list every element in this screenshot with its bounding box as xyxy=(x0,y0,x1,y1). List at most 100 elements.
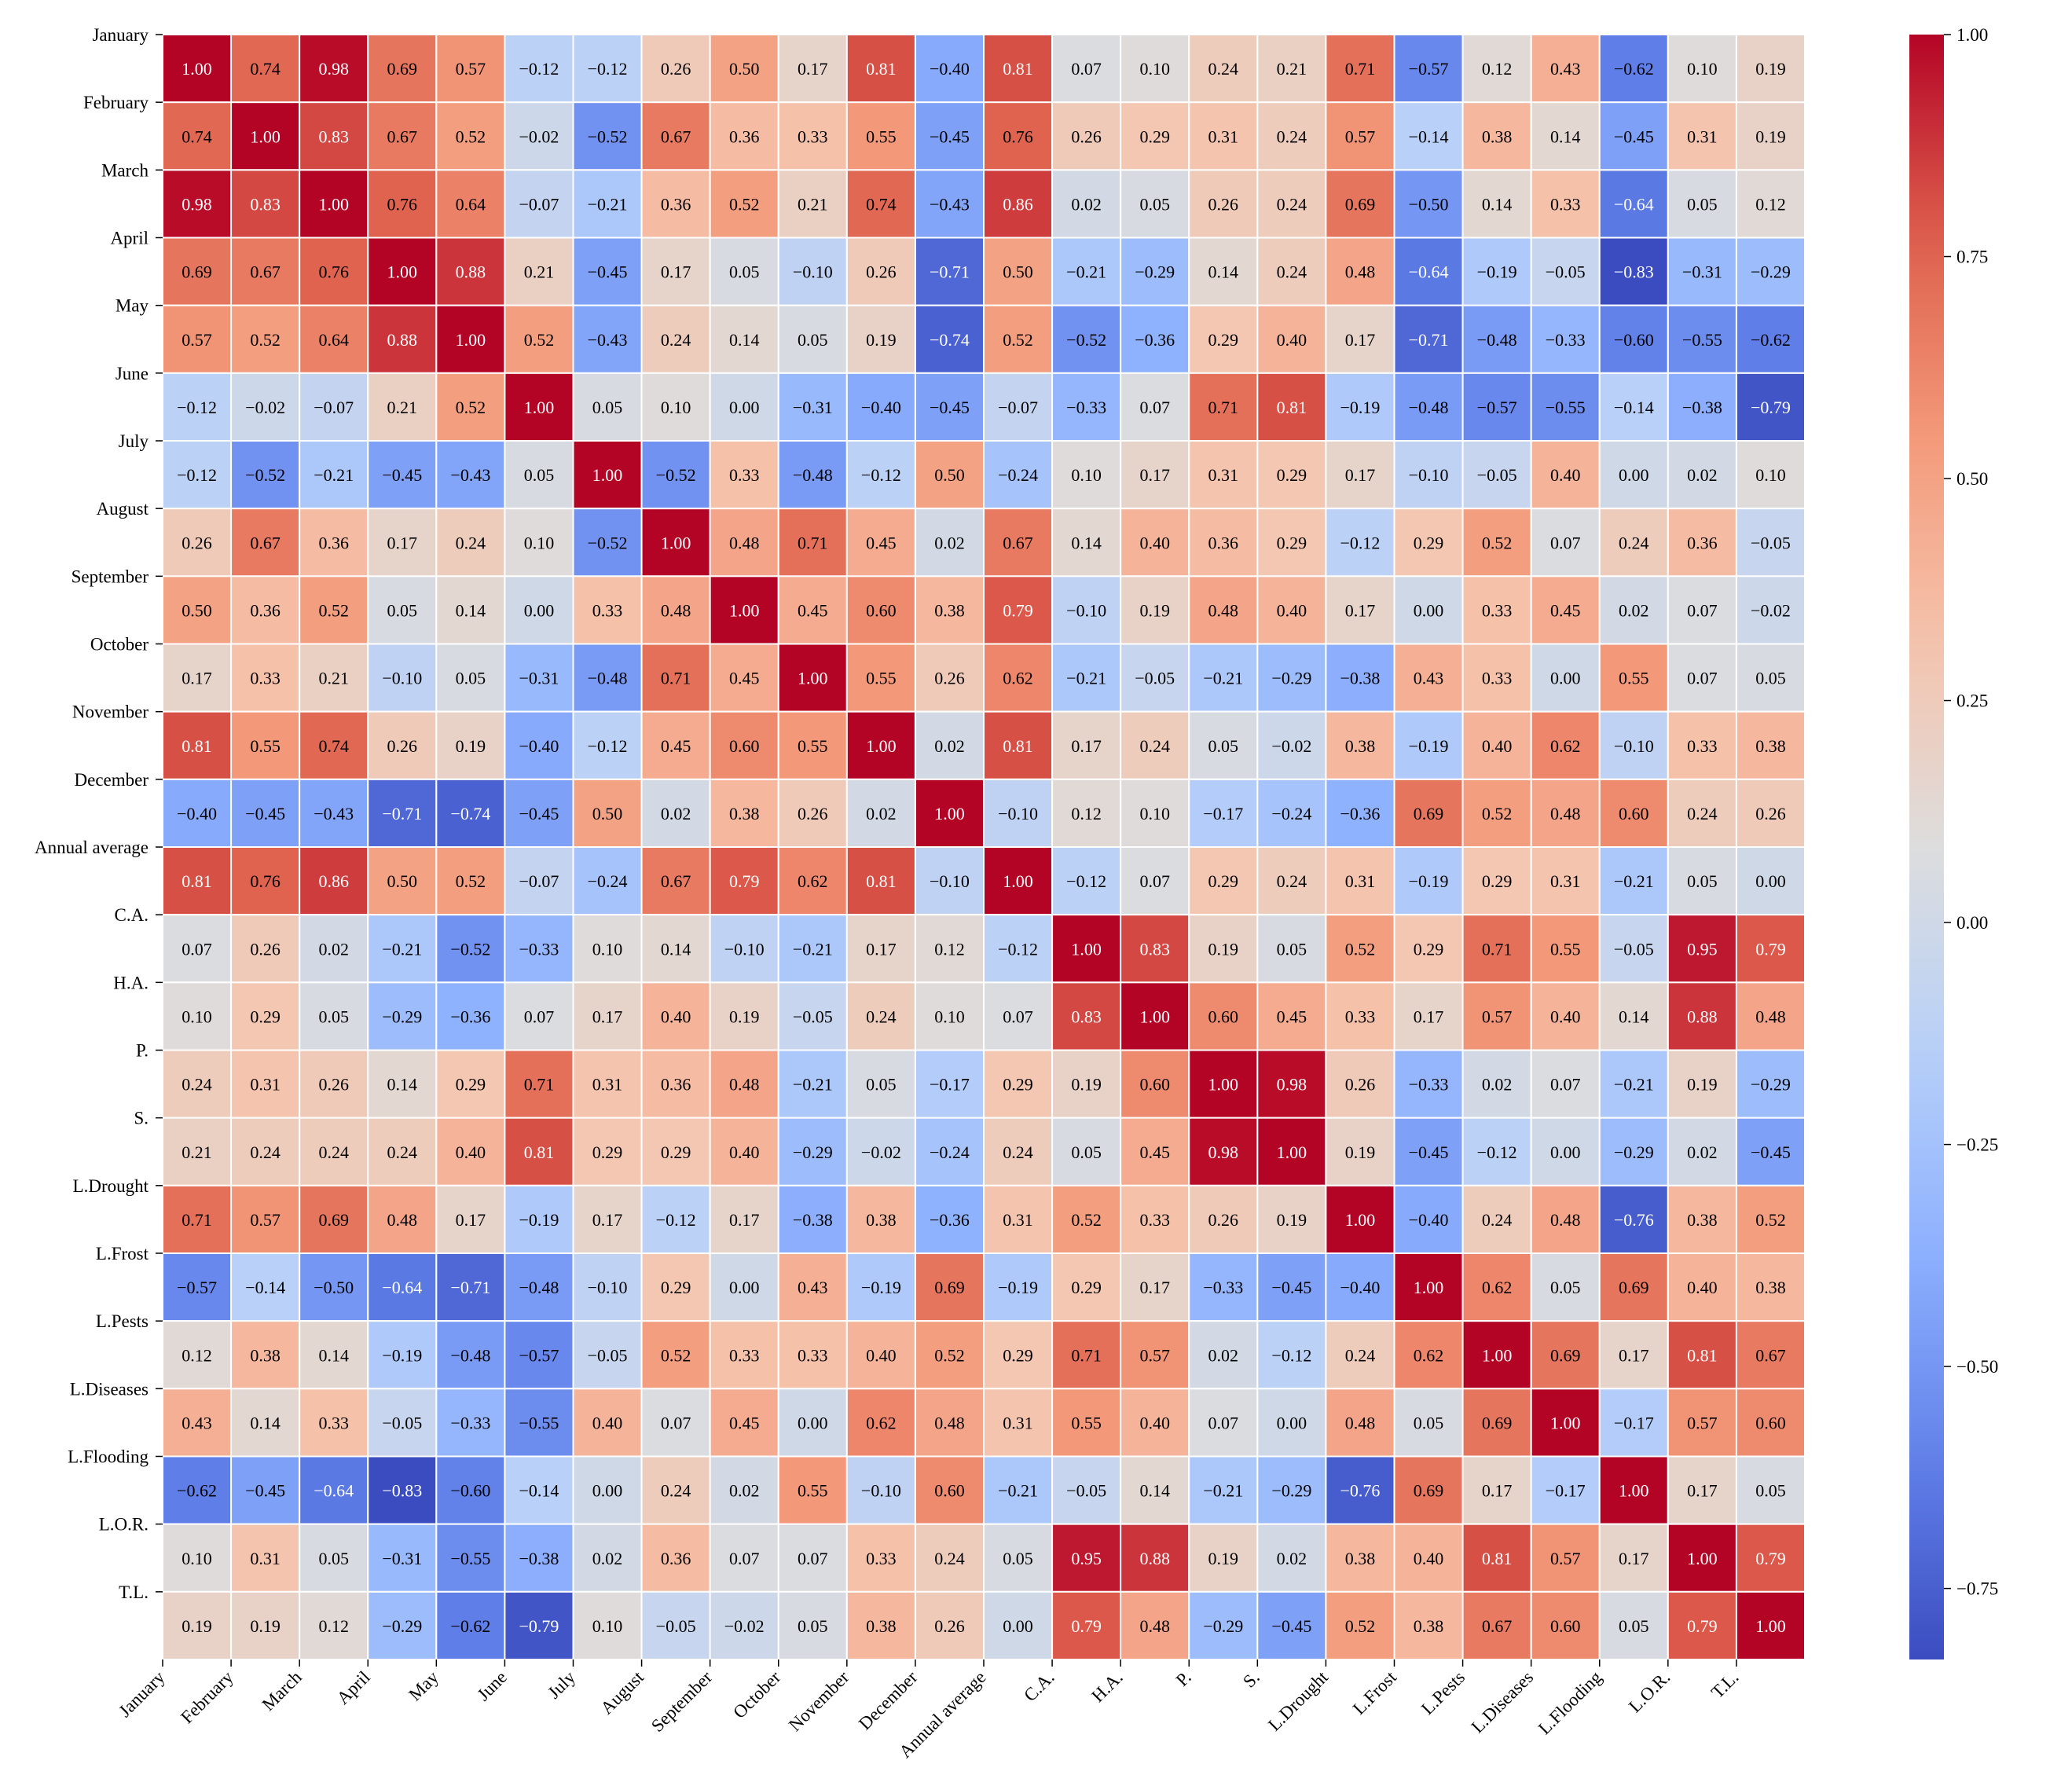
cell-value-label: 0.00 xyxy=(729,398,760,417)
cell-value-label: −0.83 xyxy=(382,1481,422,1501)
cell-value-label: −0.17 xyxy=(1614,1413,1654,1432)
cell-value-label: −0.45 xyxy=(1614,127,1654,146)
cell-value-label: 0.40 xyxy=(1139,533,1170,552)
cell-value-label: −0.45 xyxy=(1409,1142,1449,1162)
heatmap-cell xyxy=(1735,1388,1806,1458)
cell-value-label: 0.17 xyxy=(798,59,828,79)
y-axis-tick-label: April xyxy=(110,229,149,248)
cell-value-label: 0.67 xyxy=(1003,533,1033,552)
cell-value-label: 0.02 xyxy=(934,533,965,552)
cell-value-label: 0.33 xyxy=(729,1345,760,1365)
heatmap-cell xyxy=(230,304,301,374)
heatmap-cell xyxy=(1188,1117,1259,1186)
cell-value-label: −0.40 xyxy=(177,804,217,823)
heatmap-cell xyxy=(367,304,438,374)
cell-value-label: 0.05 xyxy=(1277,939,1307,959)
heatmap-cell xyxy=(230,778,301,848)
cell-value-label: 0.36 xyxy=(661,1075,691,1095)
heatmap-cell xyxy=(1120,1455,1190,1525)
cell-value-label: 0.19 xyxy=(1755,59,1786,79)
cell-value-label: −0.12 xyxy=(1340,533,1380,552)
cell-value-label: 0.36 xyxy=(250,600,281,620)
cell-value-label: 0.43 xyxy=(182,1413,212,1432)
heatmap-cell xyxy=(1393,846,1464,916)
heatmap-cell xyxy=(1530,1523,1601,1593)
cell-value-label: 0.29 xyxy=(1277,533,1307,552)
heatmap-cell xyxy=(504,1117,574,1186)
y-axis-tick-label: L.Diseases xyxy=(70,1379,149,1399)
cell-value-label: −0.62 xyxy=(177,1481,217,1501)
cell-value-label: 0.24 xyxy=(1277,262,1307,282)
cell-value-label: −0.38 xyxy=(1340,669,1380,688)
cell-value-label: 0.40 xyxy=(456,1142,486,1162)
cell-value-label: −0.62 xyxy=(1751,330,1791,350)
heatmap-cell xyxy=(1051,508,1122,578)
heatmap-cell xyxy=(1461,237,1532,306)
heatmap-cell xyxy=(504,1184,574,1255)
cell-value-label: −0.05 xyxy=(1751,533,1791,552)
cell-value-label: 0.26 xyxy=(934,669,965,688)
heatmap-cell xyxy=(1598,710,1669,780)
heatmap-cell xyxy=(709,1590,779,1661)
heatmap-cell xyxy=(230,643,301,713)
heatmap-cell xyxy=(1735,643,1806,713)
heatmap-cell xyxy=(1461,1252,1532,1322)
heatmap-cell xyxy=(1461,1049,1532,1119)
cell-value-label: 0.24 xyxy=(661,330,691,350)
heatmap-cell xyxy=(572,237,643,306)
cell-value-label: 0.05 xyxy=(798,330,828,350)
cell-value-label: 0.38 xyxy=(1345,736,1376,756)
heatmap-cell xyxy=(1735,237,1806,306)
cell-value-label: 0.05 xyxy=(729,262,760,282)
cell-value-label: −0.33 xyxy=(1203,1278,1243,1297)
cell-value-label: 0.38 xyxy=(934,600,965,620)
cell-value-label: 0.76 xyxy=(250,871,281,891)
cell-value-label: −0.52 xyxy=(588,127,628,146)
heatmap-cell xyxy=(1393,778,1464,848)
heatmap-cell xyxy=(1461,914,1532,984)
cell-value-label: −0.36 xyxy=(930,1210,970,1230)
cell-value-label: 0.26 xyxy=(866,262,897,282)
cell-value-label: 0.71 xyxy=(1208,398,1239,417)
cell-value-label: 0.52 xyxy=(729,194,760,214)
cell-value-label: 0.45 xyxy=(1277,1007,1307,1026)
y-axis-tick-label: L.Pests xyxy=(96,1311,149,1331)
cell-value-label: −0.21 xyxy=(1203,1481,1243,1501)
heatmap-cell xyxy=(777,710,848,780)
cell-value-label: 0.17 xyxy=(729,1210,760,1230)
cell-value-label: −0.52 xyxy=(450,939,490,959)
heatmap-cell xyxy=(299,34,369,104)
heatmap-cell xyxy=(504,237,574,306)
cell-value-label: 0.26 xyxy=(182,533,212,552)
heatmap-cell xyxy=(572,1320,643,1390)
heatmap-cell xyxy=(1735,710,1806,780)
heatmap-cell xyxy=(1598,34,1669,104)
heatmap-cell xyxy=(983,372,1054,442)
heatmap-cell xyxy=(1256,778,1327,848)
cell-value-label: 0.81 xyxy=(182,871,212,891)
cell-value-label: −0.29 xyxy=(1751,1075,1791,1095)
cell-value-label: 0.74 xyxy=(182,127,212,146)
cell-value-label: −0.57 xyxy=(1477,398,1517,417)
heatmap-cell xyxy=(1530,778,1601,848)
cell-value-label: 0.05 xyxy=(1550,1278,1581,1297)
cell-value-label: −0.57 xyxy=(519,1345,559,1365)
cell-value-label: 0.45 xyxy=(1139,1142,1170,1162)
heatmap-cell xyxy=(1120,981,1190,1051)
cell-value-label: 0.31 xyxy=(1208,127,1239,146)
cell-value-label: 0.52 xyxy=(1482,804,1513,823)
heatmap-cell xyxy=(1051,169,1122,239)
cell-value-label: 0.81 xyxy=(1687,1345,1718,1365)
cell-value-label: 0.24 xyxy=(182,1075,212,1095)
heatmap-cell xyxy=(162,34,233,104)
cell-value-label: 0.19 xyxy=(250,1616,281,1636)
cell-value-label: 0.19 xyxy=(456,736,486,756)
heatmap-cell xyxy=(1051,101,1122,171)
cell-value-label: −0.21 xyxy=(793,939,833,959)
heatmap-cell xyxy=(640,778,711,848)
heatmap-cell xyxy=(1188,1320,1259,1390)
heatmap-cell xyxy=(162,1049,233,1119)
cell-value-label: 0.88 xyxy=(387,330,418,350)
cell-value-label: −0.45 xyxy=(519,804,559,823)
cell-value-label: 0.29 xyxy=(456,1075,486,1095)
